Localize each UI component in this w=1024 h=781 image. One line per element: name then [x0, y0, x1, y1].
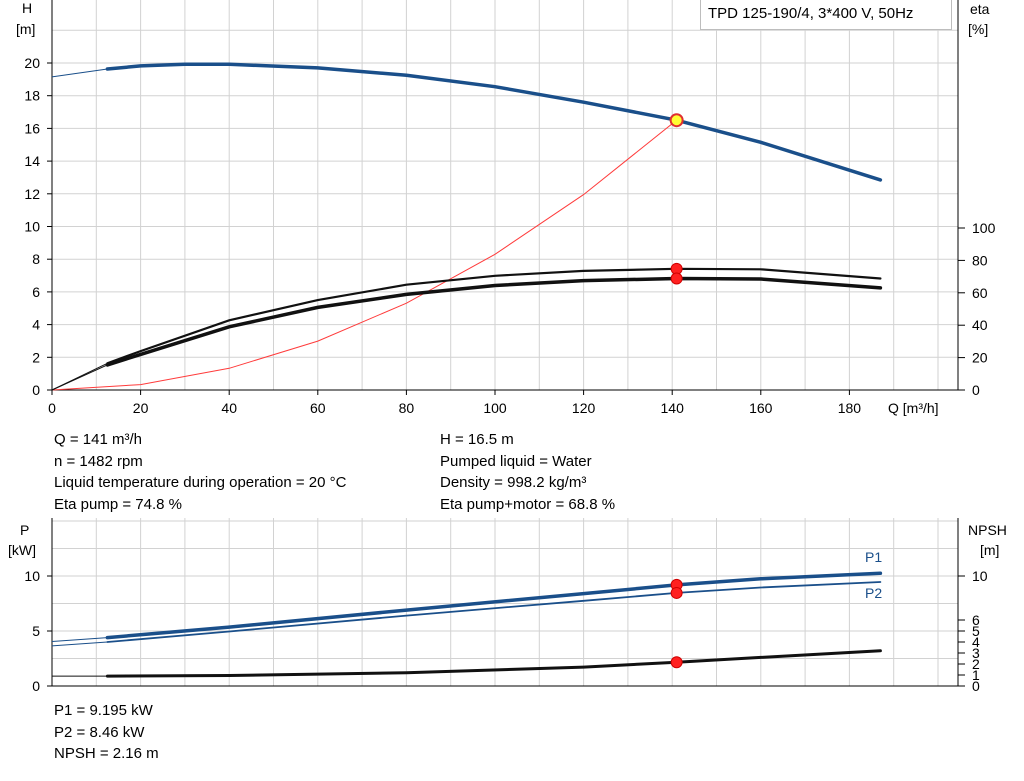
bottom-curves	[51, 571, 883, 678]
npsh-tick-label: 1	[972, 667, 980, 683]
h-tick-label: 18	[24, 88, 40, 104]
h-tick-label: 4	[32, 317, 40, 333]
npsh-tick-label: 2	[972, 656, 980, 672]
npsh-axis-unit: [m]	[980, 542, 999, 558]
x-tick-label: 120	[572, 400, 596, 416]
h-tick-label: 12	[24, 186, 40, 202]
x-tick-label: 60	[310, 400, 326, 416]
info-p1: P1 = 9.195 kW	[54, 702, 153, 719]
x-tick-label: 0	[48, 400, 56, 416]
eta-tick-label: 0	[972, 382, 980, 398]
p-tick-label: 0	[32, 678, 40, 694]
npsh-curve	[105, 649, 882, 678]
curve-extension	[51, 641, 108, 647]
x-tick-label: 80	[399, 400, 415, 416]
eta-axis-symbol: eta	[970, 1, 990, 17]
p-axis-unit: [kW]	[8, 542, 36, 558]
info-temperature: Liquid temperature during operation = 20…	[54, 474, 347, 491]
power-duty-point	[670, 586, 683, 599]
npsh-tick-label: 10	[972, 568, 988, 584]
top-ticks: 0 20 40 60 80 100 120 140 160 180 0 2 4 6 8 10 12 14 16 18 2…	[24, 55, 995, 416]
h-tick-label: 14	[24, 153, 40, 169]
npsh-tick-label: 5	[972, 623, 980, 639]
x-tick-label: 140	[661, 400, 685, 416]
x-tick-label: 160	[749, 400, 773, 416]
h-tick-label: 6	[32, 284, 40, 300]
eta-pump-curve	[106, 267, 882, 365]
duty-info-left: Q = 141 m³/h n = 1482 rpm Liquid tempera…	[54, 429, 346, 515]
info-flow: Q = 141 m³/h	[54, 431, 142, 448]
p2-curve	[106, 581, 882, 643]
info-liquid: Pumped liquid = Water	[440, 452, 592, 470]
eta-tick-label: 60	[972, 285, 988, 301]
h-tick-label: 10	[24, 219, 40, 235]
x-tick-label: 100	[483, 400, 507, 416]
p-tick-label: 5	[32, 623, 40, 639]
npsh-axis-symbol: NPSH	[968, 522, 1007, 538]
h-tick-label: 2	[32, 349, 40, 365]
npsh-tick-label: 6	[972, 612, 980, 628]
info-speed: n = 1482 rpm	[54, 452, 143, 470]
q-axis-label: Q [m³/h]	[888, 400, 939, 416]
eta-axis-unit: [%]	[968, 21, 988, 37]
x-tick-label: 180	[838, 400, 862, 416]
eta-tick-label: 20	[972, 350, 988, 366]
top-curves	[51, 62, 883, 391]
h-tick-label: 20	[24, 55, 40, 71]
x-tick-label: 40	[221, 400, 237, 416]
h-axis-unit: [m]	[16, 21, 35, 37]
p1-label: P1	[865, 549, 882, 565]
npsh-tick-label: 0	[972, 678, 980, 694]
power-duty-point	[670, 656, 683, 669]
npsh-tick-label: 3	[972, 645, 980, 661]
h-tick-label: 0	[32, 382, 40, 398]
h-axis-symbol: H	[22, 0, 32, 16]
bottom-grid	[51, 518, 959, 687]
eta-tick-label: 80	[972, 252, 988, 268]
info-eta-total: Eta pump+motor = 68.8 %	[440, 495, 616, 513]
p2-label: P2	[865, 585, 882, 601]
info-eta-pump: Eta pump = 74.8 %	[54, 495, 182, 513]
npsh-tick-label: 4	[972, 634, 980, 650]
head-duty-point	[669, 113, 684, 128]
curve-extension	[51, 637, 108, 642]
h-tick-label: 16	[24, 120, 40, 136]
duty-info-right: H = 16.5 m Pumped liquid = Water Density…	[440, 429, 615, 515]
head-curve	[105, 62, 883, 182]
power-info: P1 = 9.195 kW P2 = 8.46 kW NPSH = 2.16 m	[54, 700, 159, 765]
eta-duty-point	[670, 272, 683, 285]
info-head: H = 16.5 m	[440, 431, 514, 448]
eta-total-curve	[105, 276, 883, 367]
info-p2: P2 = 8.46 kW	[54, 723, 145, 741]
info-density: Density = 998.2 kg/m³	[440, 474, 587, 491]
top-grid	[51, 0, 959, 391]
p-axis-symbol: P	[20, 522, 29, 538]
chart-title: TPD 125-190/4, 3*400 V, 50Hz	[700, 0, 952, 30]
eta-tick-label: 40	[972, 317, 988, 333]
p-tick-label: 10	[24, 568, 40, 584]
system-curve	[51, 119, 677, 391]
x-tick-label: 20	[133, 400, 149, 416]
p1-curve	[105, 571, 883, 640]
curve-extension	[51, 68, 108, 78]
curve-extension	[51, 364, 108, 391]
h-tick-label: 8	[32, 251, 40, 267]
eta-tick-label: 100	[972, 220, 996, 236]
info-npsh: NPSH = 2.16 m	[54, 745, 159, 762]
